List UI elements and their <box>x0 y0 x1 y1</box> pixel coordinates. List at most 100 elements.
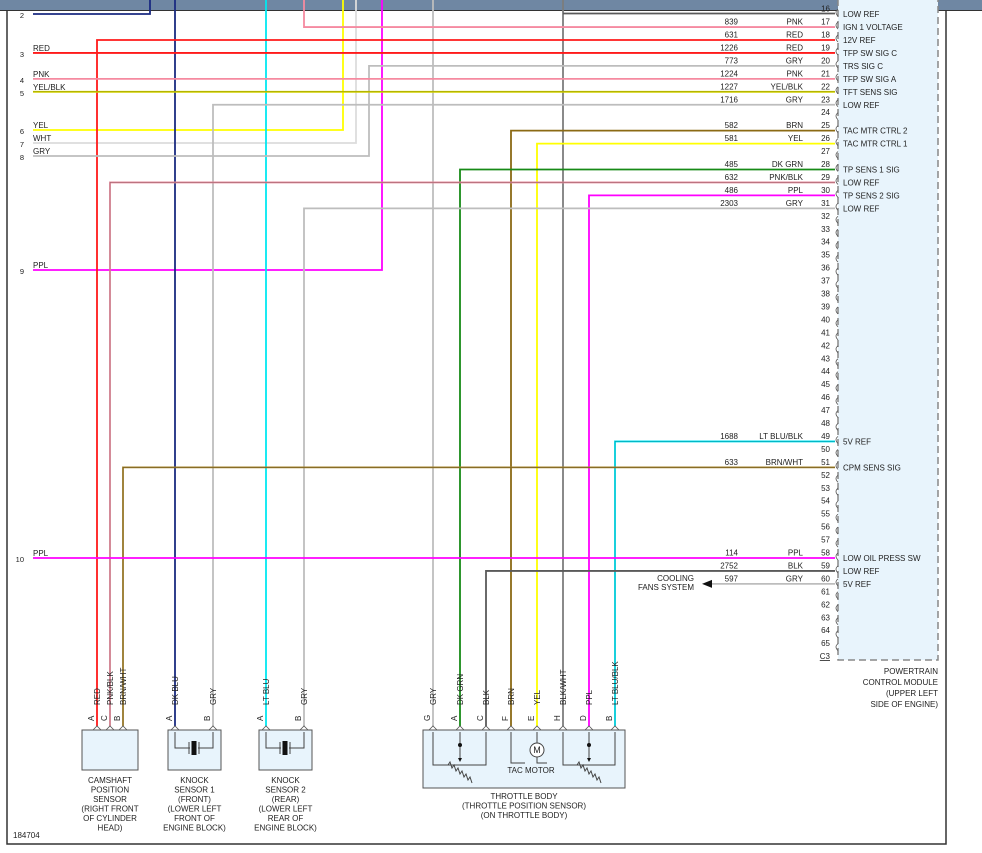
terminal-icon <box>532 725 542 731</box>
circuit-number: 2752 <box>720 561 738 570</box>
pcm-pin-function: TAC MTR CTRL 2 <box>843 127 908 136</box>
pcm-label: SIDE OF ENGINE) <box>870 700 938 709</box>
potentiometer-circuit <box>432 732 487 766</box>
left-connector-pin: 2 <box>20 11 24 20</box>
pcm-terminal-icon <box>835 73 839 82</box>
pcm-pin-function: 5V REF <box>843 437 871 446</box>
pcm-terminal-icon <box>835 138 839 146</box>
terminal-icon <box>92 725 102 731</box>
knock-circuit <box>265 732 281 749</box>
pcm-label: POWERTRAIN <box>884 667 938 676</box>
terminal-icon <box>261 725 271 731</box>
pcm-pin-number: 47 <box>821 406 830 415</box>
piezo-crystal-icon <box>282 741 288 755</box>
knock-circuit <box>198 732 214 749</box>
circuit-number: 114 <box>725 549 738 558</box>
pcm-pin-function: 5V REF <box>843 580 871 589</box>
pcm-pin-number: 32 <box>821 212 830 221</box>
component-pin-letter: A <box>450 715 459 721</box>
pcm-terminal-icon <box>835 539 839 548</box>
wire-pin-25 <box>510 129 835 726</box>
wire-color-label: PNK/BLK <box>769 173 803 182</box>
pcm-terminal-icon <box>835 190 839 198</box>
wire-color-label: PPL <box>788 186 804 195</box>
pcm-pin-number: 23 <box>821 95 830 104</box>
motor-circuit <box>510 732 525 764</box>
left-wire-color: PPL <box>33 261 49 270</box>
pcm-pin-number: 54 <box>821 497 830 506</box>
wiper-arrow-icon <box>458 758 462 762</box>
camshaft-label: HEAD) <box>98 824 123 833</box>
left-wire-color: YEL <box>33 121 49 130</box>
pcm-pin-function: 12V REF <box>843 36 876 45</box>
pcm-pin-number: 29 <box>821 173 830 182</box>
circuit-number: 773 <box>725 56 739 65</box>
pcm-pin-number: 34 <box>821 238 830 247</box>
pcm-pin-number: 64 <box>821 626 830 635</box>
component-pin-letter: G <box>423 715 432 721</box>
terminal-icon <box>299 725 309 731</box>
component-wire-color: GRY <box>209 687 218 705</box>
pcm-terminal-icon <box>835 112 839 120</box>
junction-dot <box>458 743 462 747</box>
terminal-icon <box>584 725 594 731</box>
component-wire-color: YEL <box>533 689 542 705</box>
pcm-terminal-icon <box>835 280 839 289</box>
component-wire-color: GRY <box>300 687 309 705</box>
left-wire-color: YEL/BLK <box>33 83 66 92</box>
pcm-pin-number: 65 <box>821 639 830 648</box>
knock1-label: KNOCK <box>180 776 209 785</box>
pcm-pin-number: 43 <box>821 354 830 363</box>
pcm-terminal-icon <box>835 241 839 250</box>
knock2-label: KNOCK <box>271 776 300 785</box>
wire-color-label: PNK <box>787 18 804 27</box>
pcm-pin-number: 52 <box>821 471 830 480</box>
terminal-icon <box>558 725 568 731</box>
motor-icon <box>529 742 545 758</box>
wire-dk-blu-2 <box>33 0 151 15</box>
camshaft-label: CAMSHAFT <box>88 776 132 785</box>
pcm-pin-number: 55 <box>821 510 830 519</box>
terminal-icon <box>428 725 438 731</box>
pcm-pin-function: LOW OIL PRESS SW <box>843 554 921 563</box>
wire-pin-31 <box>303 207 835 726</box>
pcm-terminal-icon <box>835 449 839 457</box>
wire-pin-20 <box>33 65 835 157</box>
pcm-pin-number: 46 <box>821 393 830 402</box>
pcm-terminal-icon <box>835 513 839 522</box>
pcm-pin-number: 33 <box>821 225 830 234</box>
wire-pin-49 <box>614 440 835 726</box>
pcm-pin-number: 20 <box>821 56 830 65</box>
circuit-number: 582 <box>725 121 739 130</box>
pcm-terminal-icon <box>835 203 839 211</box>
wire-color-label: GRY <box>786 574 804 583</box>
pcm-label: (UPPER LEFT <box>886 689 938 698</box>
junction-dot <box>587 743 591 747</box>
left-connector-pin: 9 <box>20 267 24 276</box>
wiper-arrow-icon <box>587 758 591 762</box>
pcm-terminal-icon <box>835 591 839 600</box>
pcm-terminal-icon <box>835 423 839 431</box>
pcm-terminal-icon <box>835 526 839 535</box>
wire-color-label: PPL <box>788 549 804 558</box>
pcm-pin-number: 25 <box>821 121 830 130</box>
wire-color-label: YEL <box>788 134 804 143</box>
motor-symbol: M <box>533 745 541 755</box>
left-connector-pin: 5 <box>20 89 24 98</box>
pcm-pin-number: 24 <box>821 108 830 117</box>
terminal-icon <box>208 725 218 731</box>
pcm-terminal-icon <box>835 410 839 418</box>
terminal-icon <box>170 725 180 731</box>
knock2-label: ENGINE BLOCK) <box>254 824 317 833</box>
terminal-icon <box>610 725 620 731</box>
pcm-terminal-icon <box>835 86 839 95</box>
pcm-terminal-icon <box>835 8 839 17</box>
pcm-pin-number: 44 <box>821 367 830 376</box>
pcm-pin-number: 19 <box>821 43 830 52</box>
pcm-terminal-icon <box>835 565 839 574</box>
pcm-pin-function: TAC MTR CTRL 1 <box>843 140 908 149</box>
pcm-pin-function: LOW REF <box>843 10 880 19</box>
terminal-icon <box>105 725 115 731</box>
knock1-label: ENGINE BLOCK) <box>163 824 226 833</box>
throttle-label: (THROTTLE POSITION SENSOR) <box>462 802 586 811</box>
